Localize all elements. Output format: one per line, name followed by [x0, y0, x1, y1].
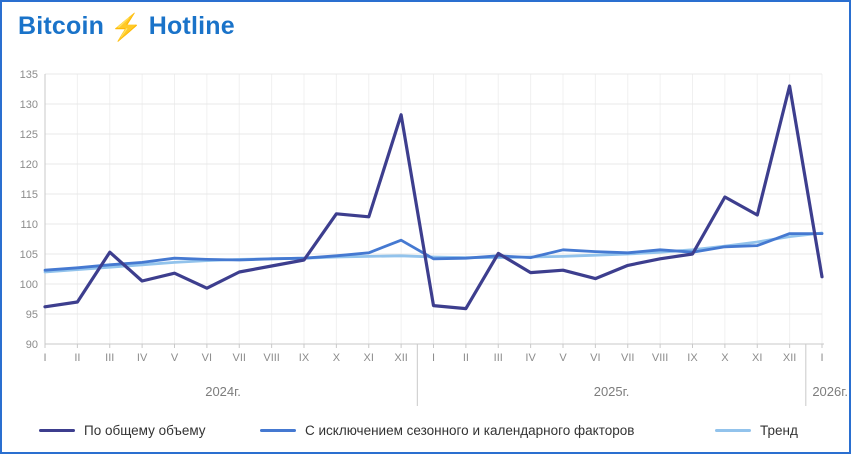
x-axis-month-label: X	[721, 352, 729, 364]
brand-bitcoin: Bitcoin	[18, 12, 105, 40]
y-axis-tick-label: 90	[26, 339, 38, 351]
y-axis-tick-label: 100	[20, 279, 38, 291]
x-axis-month-label: X	[333, 352, 341, 364]
series-line-2	[43, 231, 824, 274]
brand-hotline: Hotline	[148, 12, 235, 40]
x-axis-month-label: XI	[364, 352, 374, 364]
lightning-icon: ⚡	[110, 11, 143, 42]
y-axis-tick-label: 135	[20, 69, 38, 81]
x-axis-month-label: V	[171, 352, 179, 364]
legend-label-seasonally-adjusted: С исключением сезонного и календарного ф…	[305, 422, 635, 438]
x-axis-year-label: 2025г.	[594, 384, 630, 399]
x-axis-month-label: XII	[394, 352, 407, 364]
x-axis-month-label: VII	[621, 352, 634, 364]
legend-label-trend: Тренд	[760, 422, 798, 438]
legend-line-swatch-total	[39, 428, 75, 432]
chart-legend: По общему объему С исключением сезонного…	[2, 416, 849, 444]
x-axis-month-label: VII	[233, 352, 246, 364]
y-axis-tick-label: 125	[20, 129, 38, 141]
x-axis-month-label: III	[105, 352, 114, 364]
app-header: Bitcoin ⚡ Hotline	[18, 12, 235, 41]
x-axis-month-label: I	[820, 352, 823, 364]
x-axis-month-label: IX	[299, 352, 310, 364]
x-axis-month-label: II	[463, 352, 469, 364]
series-line-0	[43, 84, 824, 311]
legend-line-swatch-trend	[715, 428, 751, 432]
legend-line-swatch-seasonally-adjusted	[260, 428, 296, 432]
x-axis-year-label: 2024г.	[205, 384, 241, 399]
x-axis-month-label: V	[559, 352, 567, 364]
legend-label-total: По общему объему	[84, 422, 206, 438]
x-axis-month-label: III	[494, 352, 503, 364]
x-axis-month-label: XI	[752, 352, 762, 364]
y-axis-tick-label: 130	[20, 99, 38, 111]
x-axis-year-label: 2026г.	[812, 384, 848, 399]
x-axis-month-label: VI	[202, 352, 212, 364]
legend-item-trend: Тренд	[715, 416, 798, 444]
x-axis-month-label: VIII	[652, 352, 669, 364]
x-axis-month-label: IV	[137, 352, 148, 364]
y-axis-tick-label: 105	[20, 249, 38, 261]
x-axis-month-label: IV	[525, 352, 536, 364]
x-axis-month-label: XII	[783, 352, 796, 364]
x-axis-month-label: VI	[590, 352, 600, 364]
y-axis-tick-label: 95	[26, 309, 38, 321]
legend-item-total: По общему объему	[39, 416, 206, 444]
x-axis-month-label: I	[43, 352, 46, 364]
x-axis-month-label: VIII	[263, 352, 280, 364]
y-axis-tick-label: 115	[20, 189, 38, 201]
x-axis-month-label: IX	[687, 352, 698, 364]
legend-item-seasonally-adjusted: С исключением сезонного и календарного ф…	[260, 416, 634, 444]
x-axis-month-label: II	[74, 352, 80, 364]
x-axis-month-label: I	[432, 352, 435, 364]
y-axis-tick-label: 120	[20, 159, 38, 171]
y-axis-tick-label: 110	[20, 219, 38, 231]
